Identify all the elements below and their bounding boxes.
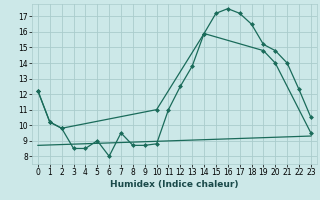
X-axis label: Humidex (Indice chaleur): Humidex (Indice chaleur) bbox=[110, 180, 239, 189]
